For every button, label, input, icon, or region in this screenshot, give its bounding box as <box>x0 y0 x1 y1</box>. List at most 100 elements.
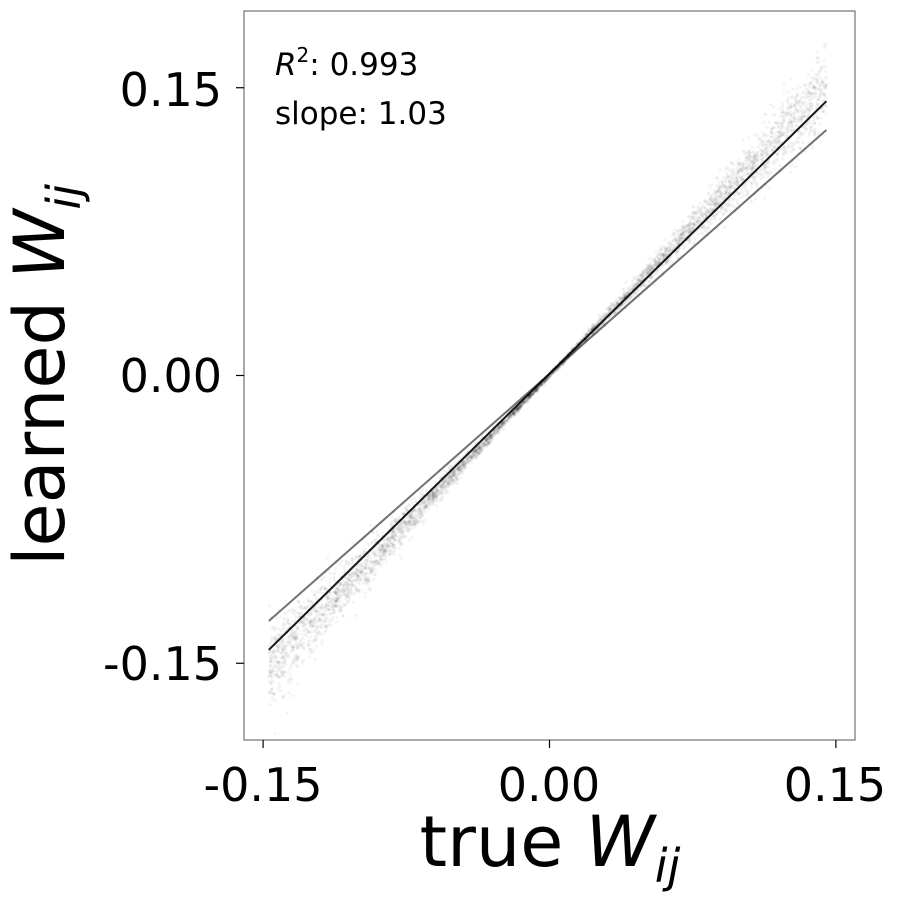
data-point <box>346 591 350 596</box>
data-point <box>812 77 816 81</box>
data-point <box>388 548 392 552</box>
data-point <box>422 507 426 511</box>
data-point <box>358 582 362 586</box>
data-point <box>421 504 425 508</box>
data-point <box>767 139 771 144</box>
data-point <box>801 141 805 145</box>
data-point <box>814 92 818 97</box>
data-point <box>812 118 816 122</box>
data-point <box>787 144 791 148</box>
data-point <box>486 442 491 446</box>
data-point <box>449 464 453 468</box>
data-point <box>749 160 754 164</box>
data-point <box>701 225 705 229</box>
data-point <box>296 682 300 686</box>
data-point <box>770 134 774 139</box>
data-point <box>473 454 477 458</box>
data-point <box>403 535 407 539</box>
data-point <box>714 198 718 202</box>
data-point <box>762 165 767 169</box>
data-point <box>449 476 454 480</box>
data-point <box>397 525 401 530</box>
data-point <box>341 604 346 609</box>
data-point <box>322 613 326 617</box>
data-point <box>332 608 336 613</box>
data-point <box>354 567 359 571</box>
data-point <box>717 180 721 185</box>
data-point <box>413 523 418 527</box>
data-point <box>399 528 403 532</box>
data-point <box>717 217 722 221</box>
data-point <box>417 506 421 510</box>
data-point <box>695 210 699 214</box>
data-point <box>636 277 640 281</box>
data-point <box>289 645 293 649</box>
data-point <box>726 203 730 207</box>
data-point <box>376 547 380 551</box>
data-point <box>808 121 812 125</box>
data-point <box>803 110 807 114</box>
data-point <box>815 56 819 60</box>
data-point <box>301 624 305 629</box>
data-point <box>407 520 411 524</box>
data-point <box>755 134 759 138</box>
data-point <box>366 579 371 583</box>
data-point <box>621 287 625 291</box>
data-point <box>391 535 395 540</box>
data-point <box>815 86 819 90</box>
data-point <box>667 250 672 255</box>
data-point <box>749 186 753 190</box>
data-point <box>363 595 367 599</box>
data-point <box>792 103 796 108</box>
data-point <box>710 216 714 221</box>
data-point <box>379 544 383 548</box>
data-point <box>497 426 502 430</box>
data-point <box>346 600 350 604</box>
data-point <box>731 181 735 185</box>
data-point <box>702 198 706 202</box>
data-point <box>294 643 298 647</box>
data-point <box>441 482 445 486</box>
data-point <box>480 447 484 451</box>
data-point <box>280 642 284 646</box>
data-point <box>455 478 459 482</box>
data-point <box>347 573 351 577</box>
data-point <box>343 582 347 586</box>
data-point <box>451 474 455 478</box>
data-point <box>721 176 726 180</box>
data-point <box>719 198 723 203</box>
data-point <box>319 578 323 582</box>
data-point <box>392 519 397 523</box>
data-point <box>754 164 758 168</box>
data-point <box>505 417 509 422</box>
data-point <box>819 89 823 93</box>
data-point <box>824 42 828 46</box>
data-point <box>353 586 357 590</box>
data-point <box>622 293 626 297</box>
data-point <box>339 593 343 597</box>
data-point <box>639 274 643 278</box>
data-point <box>596 320 600 324</box>
data-point <box>435 488 439 492</box>
data-point <box>790 96 794 100</box>
data-point <box>431 493 435 497</box>
data-point <box>699 213 703 217</box>
data-point <box>702 212 706 216</box>
data-point <box>810 80 814 84</box>
data-point <box>278 645 282 650</box>
data-point <box>440 493 444 497</box>
data-point <box>742 161 746 165</box>
data-point <box>433 494 437 498</box>
data-point <box>365 567 369 571</box>
data-point <box>420 492 424 496</box>
data-point <box>426 497 430 501</box>
data-point <box>406 515 410 519</box>
data-point <box>316 590 320 594</box>
data-point <box>283 612 288 616</box>
data-point <box>328 612 332 616</box>
data-point <box>749 200 754 204</box>
data-point <box>699 205 703 209</box>
data-point <box>447 477 451 481</box>
data-point <box>328 624 333 628</box>
data-point <box>388 553 392 557</box>
